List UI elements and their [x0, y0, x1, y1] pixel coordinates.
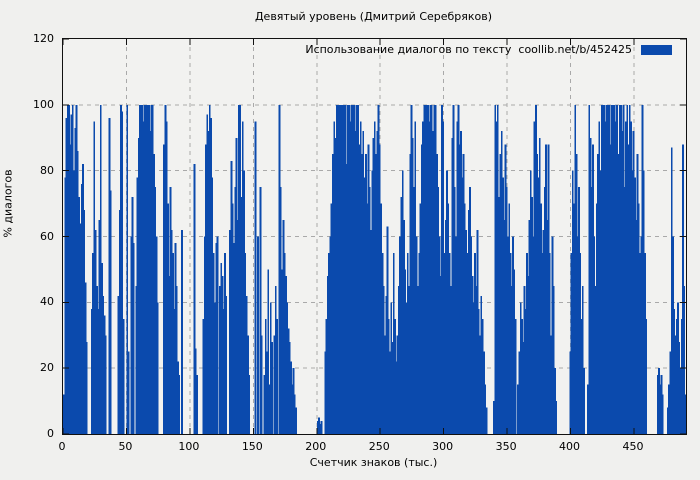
y-tick-label: 40 [40, 295, 54, 309]
chart-title: Девятый уровень (Дмитрий Серебряков) [254, 10, 493, 23]
y-axis-label: % диалогов [1, 169, 15, 238]
legend-label: Использование диалогов по тексту coollib… [305, 43, 632, 56]
y-tick-label: 60 [40, 229, 54, 243]
x-tick-label: 150 [241, 440, 263, 453]
x-tick-label: 450 [622, 440, 644, 453]
plot-area: Использование диалогов по тексту coollib… [62, 38, 687, 435]
y-tick-label: 80 [40, 163, 54, 177]
x-tick-label: 250 [368, 440, 390, 453]
x-tick-label: 300 [432, 440, 454, 453]
x-tick-label: 50 [118, 440, 133, 453]
x-tick-label: 350 [495, 440, 517, 453]
legend: Использование диалогов по тексту coollib… [305, 43, 672, 56]
bar-chart-canvas [63, 39, 686, 434]
legend-swatch-icon [641, 44, 672, 55]
y-tick-label: 100 [33, 97, 54, 111]
x-tick-label: 100 [178, 440, 200, 453]
y-tick-label: 120 [33, 32, 54, 45]
y-tick-label: 0 [47, 427, 54, 440]
x-tick-label: 400 [559, 440, 581, 453]
x-tick-label: 0 [58, 440, 66, 453]
x-tick-label: 200 [305, 440, 327, 453]
x-axis-label: Счетчик знаков (тыс.) [309, 456, 438, 469]
y-tick-label: 20 [40, 361, 54, 375]
